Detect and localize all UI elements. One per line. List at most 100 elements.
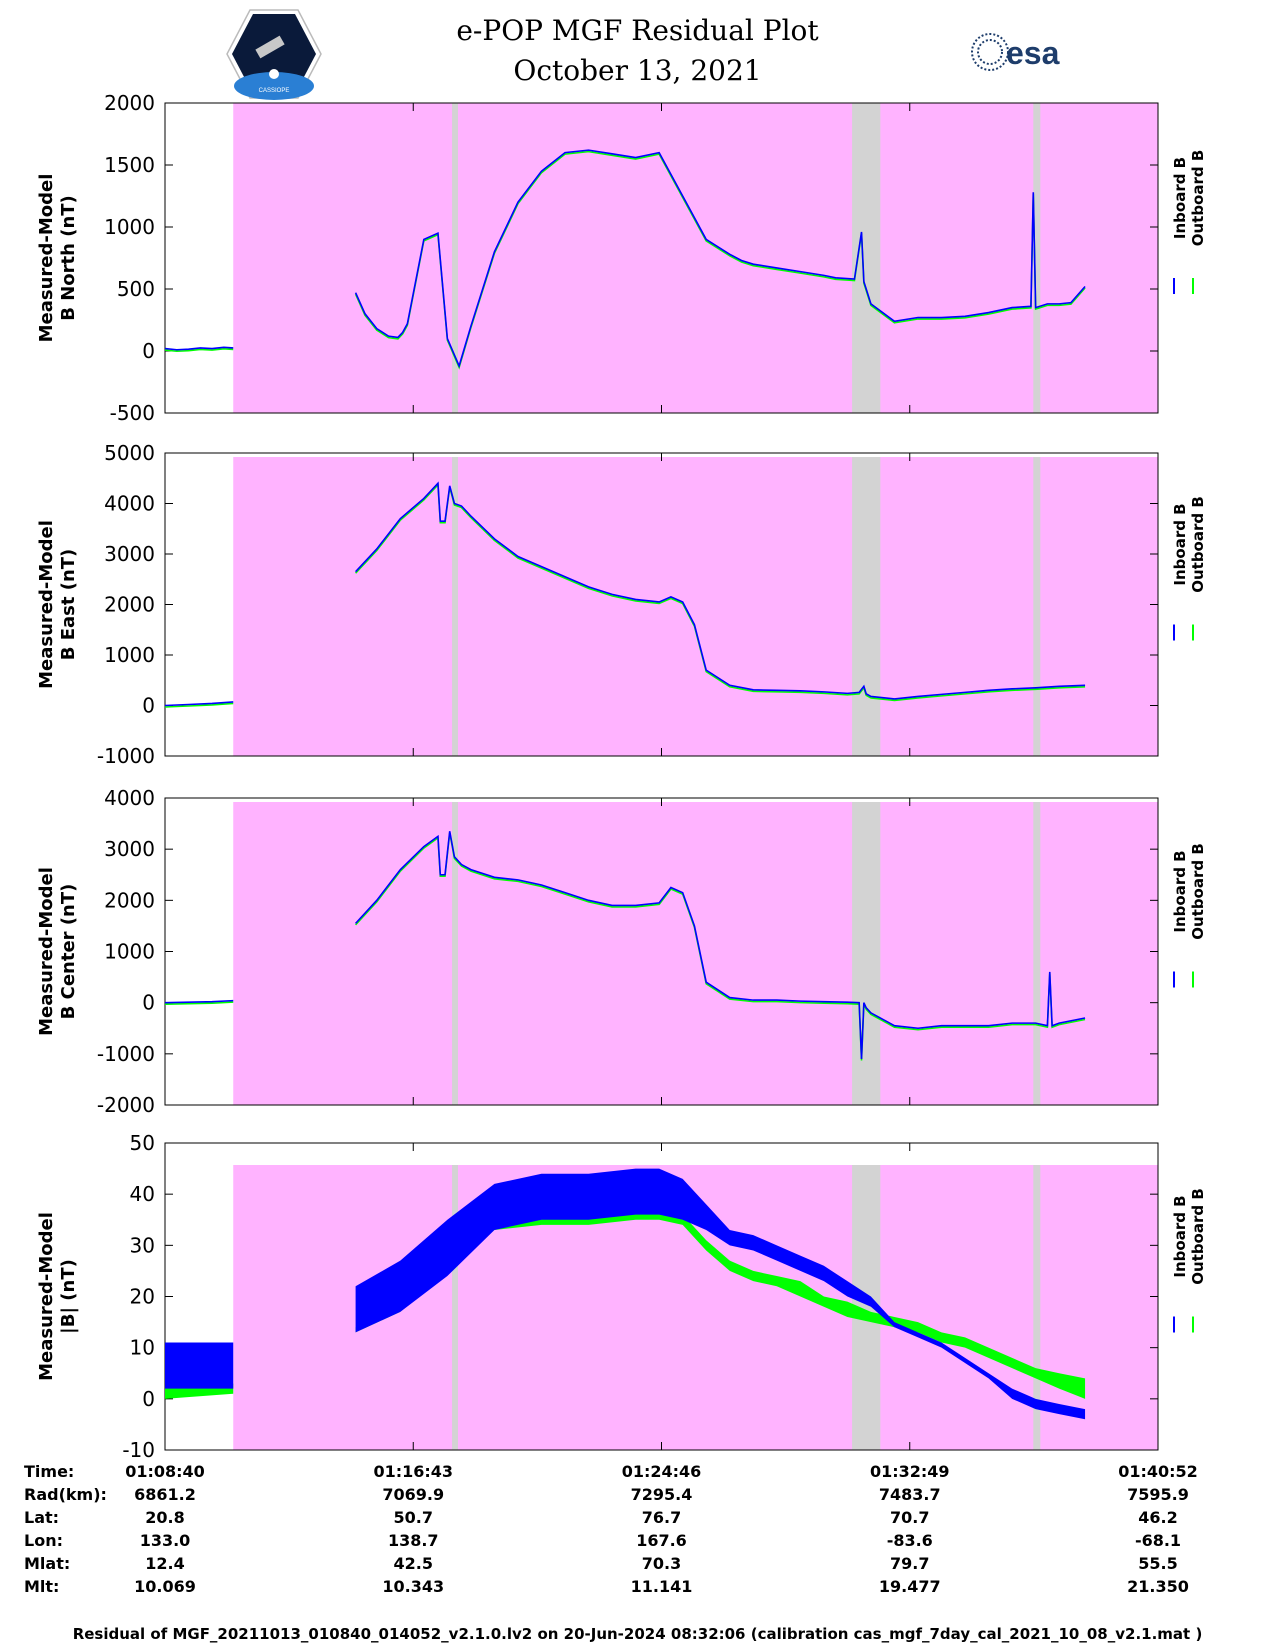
legend-label: Inboard BOutboard B [1171,843,1207,940]
gray-shade-1 [452,457,458,756]
y-tick-label: 5000 [104,441,155,465]
y-tick-label: 4000 [104,786,155,810]
ephemeris-row: Mlat: 12.4 42.5 70.3 79.7 55.5 [0,1554,1275,1576]
panel-2: 5000 4000 3000 2000 1000 0 -1000 Measured-Model… [36,441,1207,768]
ephemeris-value: 01:24:46 [621,1462,702,1481]
legend-inboard-label: Inboard B [1171,1195,1189,1277]
magenta-shade [233,802,1159,1105]
gray-shade-2 [852,103,881,413]
y-tick-label: -1000 [97,1042,155,1066]
y-tick-label: 1500 [104,153,155,177]
ephemeris-value: 19.477 [878,1577,941,1596]
inboard-series-part2 [355,1168,1086,1420]
legend-outboard-label: Outboard B [1189,843,1207,940]
ephemeris-label: Mlat: [24,1554,71,1573]
ephemeris-row: Time: 01:08:40 01:16:43 01:24:46 01:32:49 01:… [0,1462,1275,1484]
legend-inboard-label: Inboard B [1171,503,1189,585]
ephemeris-value: 70.3 [641,1554,682,1573]
esa-logo: esa [971,33,1060,71]
y-axis-label-line1: Measured-Model [36,867,57,1036]
y-axis-label-line1: Measured-Model [36,174,57,343]
gray-shade-2 [852,802,881,1105]
legend-inboard-label: Inboard B [1171,850,1189,932]
ephemeris-value: 7483.7 [878,1485,941,1504]
y-tick-label: 1000 [104,215,155,239]
ephemeris-value: 01:08:40 [125,1462,205,1481]
ephemeris-value: 11.141 [630,1577,693,1596]
ephemeris-value: 01:16:43 [373,1462,454,1481]
magenta-shade [233,457,1159,756]
footer-caption: Residual of MGF_20211013_010840_014052_v… [72,1625,1203,1643]
chart-title-line2: October 13, 2021 [513,54,762,87]
cassiope-logo: CASSIOPE [226,9,322,100]
y-axis-label: Measured-ModelB Center (nT) [36,867,79,1036]
y-tick-label: -500 [110,401,155,425]
ephemeris-value: -68.1 [1134,1531,1182,1550]
ephemeris-row: Rad(km): 6861.2 7069.9 7295.4 7483.7 7595.9 [0,1485,1275,1507]
y-tick-label: 0 [142,991,155,1015]
ephemeris-label: Time: [24,1462,75,1481]
ephemeris-row: Mlt: 10.069 10.343 11.141 19.477 21.350 [0,1577,1275,1599]
ephemeris-value: 7069.9 [382,1485,445,1504]
y-tick-label: -1000 [97,744,155,768]
ephemeris-label: Lat: [24,1508,60,1527]
y-axis-label-line2: B East (nT) [58,549,79,661]
ephemeris-table: Time: 01:08:40 01:16:43 01:24:46 01:32:49 01:… [0,1462,1275,1627]
y-tick-label: 50 [130,1131,155,1155]
legend-outboard-label: Outboard B [1189,496,1207,593]
y-axis-label-line1: Measured-Model [36,1212,57,1381]
ephemeris-label: Mlt: [24,1577,60,1596]
ephemeris-value: 70.7 [890,1508,930,1527]
y-tick-label: 2000 [104,593,155,617]
inboard-series-part1 [164,701,234,707]
ephemeris-value: 46.2 [1138,1508,1178,1527]
chart-title-line1: e-POP MGF Residual Plot [456,14,819,47]
inboard-series-part2 [355,831,1086,1059]
ephemeris-label: Lon: [24,1531,63,1550]
ephemeris-label: Rad(km): [24,1485,107,1504]
gray-shade-3 [1033,457,1041,756]
ephemeris-value: 42.5 [393,1554,433,1573]
ephemeris-value: 76.7 [641,1508,682,1527]
panel-4: 50 40 30 20 10 0 -10 Measured-Model|B| (nT) Inbo… [36,1131,1207,1460]
y-tick-label: 3000 [104,837,155,861]
y-axis-label: Measured-Model|B| (nT) [36,1212,79,1381]
panel-3: 4000 3000 2000 1000 0 -1000 -2000 Measured-Mode… [36,786,1207,1117]
gray-shade-1 [452,1165,458,1450]
y-tick-label: 0 [142,339,155,363]
ephemeris-value: 01:40:52 [1118,1462,1198,1481]
y-tick-label: 30 [130,1233,155,1257]
magenta-shade [233,103,1159,413]
ephemeris-value: 12.4 [145,1554,185,1573]
outboard-series-part1 [164,347,234,353]
y-axis-label: Measured-ModelB East (nT) [36,520,79,689]
ephemeris-value: 01:32:49 [869,1462,950,1481]
y-tick-label: 2000 [104,888,155,912]
y-tick-label: 40 [130,1182,155,1206]
y-tick-label: 1000 [104,940,155,964]
ephemeris-value: 10.343 [382,1577,445,1596]
y-tick-label: 0 [142,1387,155,1411]
y-tick-label: 500 [117,277,155,301]
panel-1: 2000 1500 1000 500 0 -500 Measured-ModelB Nort… [36,91,1207,425]
inboard-series-part2 [354,149,1086,369]
legend-outboard-label: Outboard B [1189,150,1207,247]
gray-shade-1 [452,802,458,1105]
y-tick-label: -10 [122,1438,155,1460]
y-axis-label: Measured-ModelB North (nT) [36,174,79,343]
outboard-series-part1 [164,702,234,708]
y-axis-label-line2: B Center (nT) [58,884,79,1020]
gray-shade-3 [1033,802,1041,1105]
legend-label: Inboard BOutboard B [1171,496,1207,593]
y-tick-label: 0 [142,694,155,718]
y-tick-label: 10 [130,1336,155,1360]
inboard-series-part2 [355,481,1086,700]
ephemeris-row: Lat: 20.8 50.7 76.7 70.7 46.2 [0,1508,1275,1530]
esa-logo-text: esa [1006,35,1060,71]
y-tick-label: 1000 [104,643,155,667]
legend-outboard-label: Outboard B [1189,1188,1207,1285]
y-tick-label: 3000 [104,542,155,566]
ephemeris-value: 138.7 [387,1531,439,1550]
inboard-series-part1 [164,999,234,1004]
y-axis-label-line2: |B| (nT) [58,1259,79,1334]
